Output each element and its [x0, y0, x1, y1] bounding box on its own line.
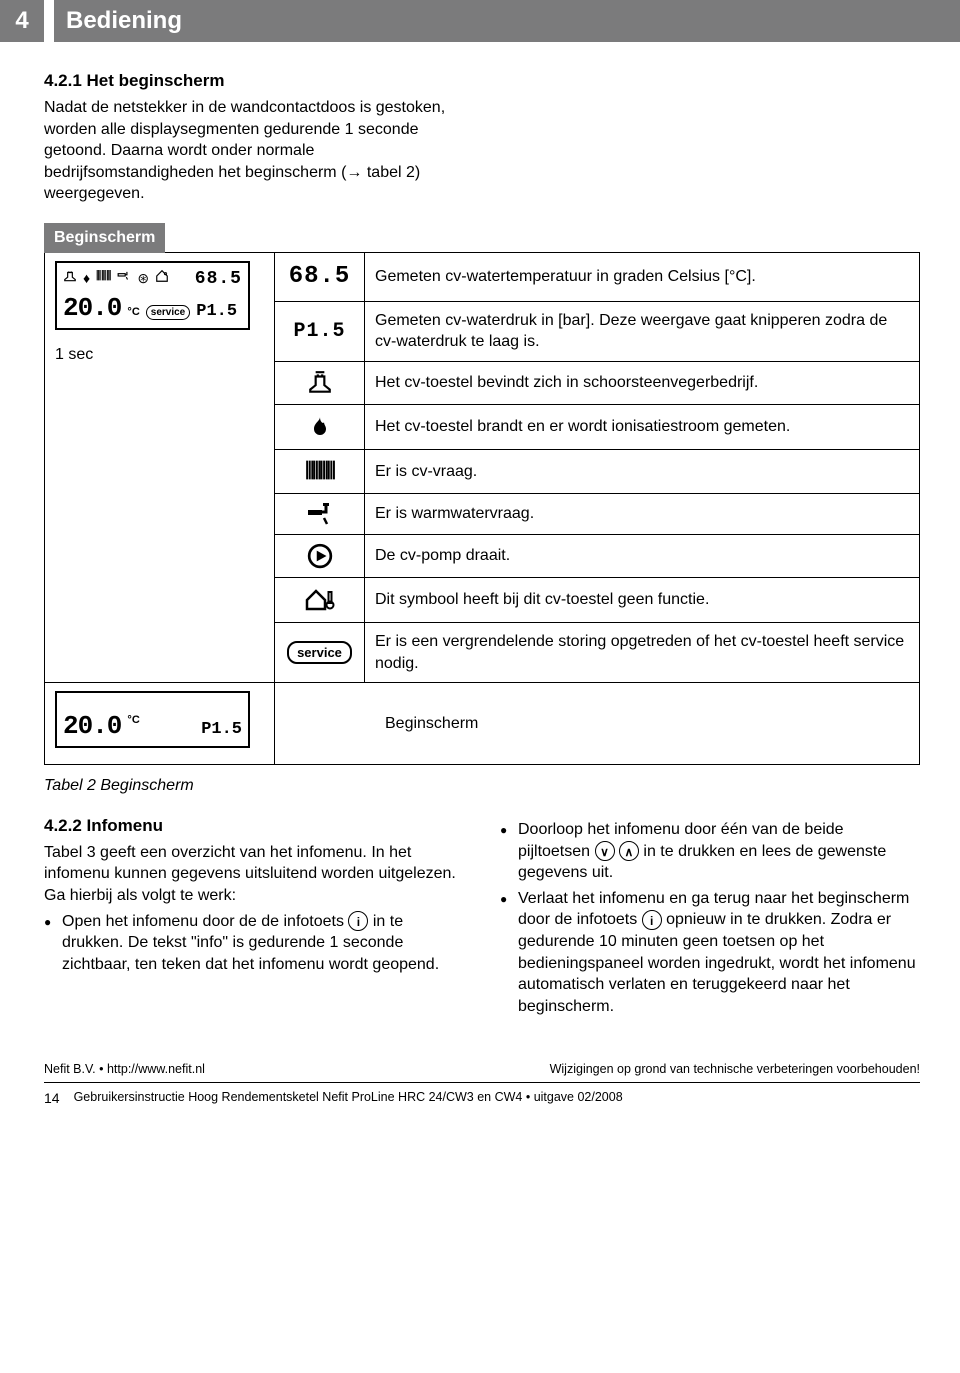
- footer-left: Nefit B.V. • http://www.nefit.nl: [44, 1061, 205, 1078]
- sym-pressure: P1.5: [275, 301, 365, 361]
- desc-house: Dit symbool heeft bij dit cv-toestel gee…: [365, 578, 920, 623]
- info-key-icon-2: i: [642, 910, 662, 930]
- desc-flame: Het cv-toestel brandt en er wordt ionisa…: [365, 405, 920, 450]
- doc-title: Gebruikersinstructie Hoog Rendementskete…: [74, 1089, 623, 1108]
- sym-service: service: [275, 623, 365, 683]
- sym-pump: [275, 535, 365, 578]
- sym-radiator: ⫼⫼⫼⫼: [275, 450, 365, 494]
- desc-chimney: Het cv-toestel bevindt zich in schoorste…: [365, 362, 920, 405]
- sym-temp: 68.5: [275, 252, 365, 301]
- sym-flame: [275, 405, 365, 450]
- bullet-exit: Verlaat het infomenu en ga terug naar he…: [500, 888, 920, 1018]
- chapter-number: 4: [0, 0, 44, 42]
- section-422-intro: Tabel 3 geeft een overzicht van het info…: [44, 842, 464, 907]
- up-key-icon: ∧: [619, 841, 639, 861]
- desc-beginscherm: Beginscherm: [275, 683, 920, 765]
- info-key-icon: i: [348, 911, 368, 931]
- chapter-header: 4 Bediening: [0, 0, 960, 42]
- display-simple-icon: 20.0 °C P1.5: [55, 691, 250, 748]
- table-caption: Tabel 2 Beginscherm: [44, 775, 920, 797]
- table-left-display: ♦ ⫼⫼⫼ ⊛ 68.5 20.0 °C service P1.5: [45, 252, 275, 683]
- page-footer: Nefit B.V. • http://www.nefit.nl Wijzigi…: [0, 1061, 960, 1078]
- table-bottom-display: 20.0 °C P1.5: [45, 683, 275, 765]
- bullet-navigate: Doorloop het infomenu door één van de be…: [500, 819, 920, 884]
- table-section-label: Beginscherm: [44, 223, 165, 253]
- chapter-title: Bediening: [54, 0, 960, 42]
- left-note: 1 sec: [55, 344, 264, 366]
- display-full-icon: ♦ ⫼⫼⫼ ⊛ 68.5 20.0 °C service P1.5: [55, 261, 250, 330]
- footer-right: Wijzigingen op grond van technische verb…: [550, 1061, 920, 1078]
- desc-pump: De cv-pomp draait.: [365, 535, 920, 578]
- sym-chimney: [275, 362, 365, 405]
- desc-pressure: Gemeten cv-waterdruk in [bar]. Deze weer…: [365, 301, 920, 361]
- page-number: 14: [44, 1089, 60, 1108]
- sym-house: [275, 578, 365, 623]
- section-421-heading: 4.2.1 Het beginscherm: [44, 70, 920, 93]
- desc-radiator: Er is cv-vraag.: [365, 450, 920, 494]
- house-thermo-icon: [305, 586, 335, 614]
- section-422-heading: 4.2.2 Infomenu: [44, 815, 464, 838]
- desc-temp: Gemeten cv-watertemperatuur in graden Ce…: [365, 252, 920, 301]
- down-key-icon: ∨: [595, 841, 615, 861]
- radiator-icon: ⫼⫼⫼⫼: [305, 460, 334, 482]
- desc-service: Er is een vergrendelende storing opgetre…: [365, 623, 920, 683]
- chimney-icon: [307, 370, 333, 396]
- beginscherm-table: ♦ ⫼⫼⫼ ⊛ 68.5 20.0 °C service P1.5: [44, 252, 920, 766]
- desc-tap: Er is warmwatervraag.: [365, 494, 920, 535]
- sym-tap: [275, 494, 365, 535]
- bullet-open-info: Open het infomenu door de de infotoets i…: [44, 911, 464, 976]
- service-badge-icon: service: [287, 641, 352, 665]
- flame-icon: [308, 413, 332, 441]
- section-421-intro: Nadat de netstekker in de wandcontactdoo…: [44, 97, 484, 205]
- tap-icon: [306, 502, 334, 526]
- footer-docline: 14 Gebruikersinstructie Hoog Rendementsk…: [44, 1082, 920, 1108]
- pump-icon: [307, 543, 333, 569]
